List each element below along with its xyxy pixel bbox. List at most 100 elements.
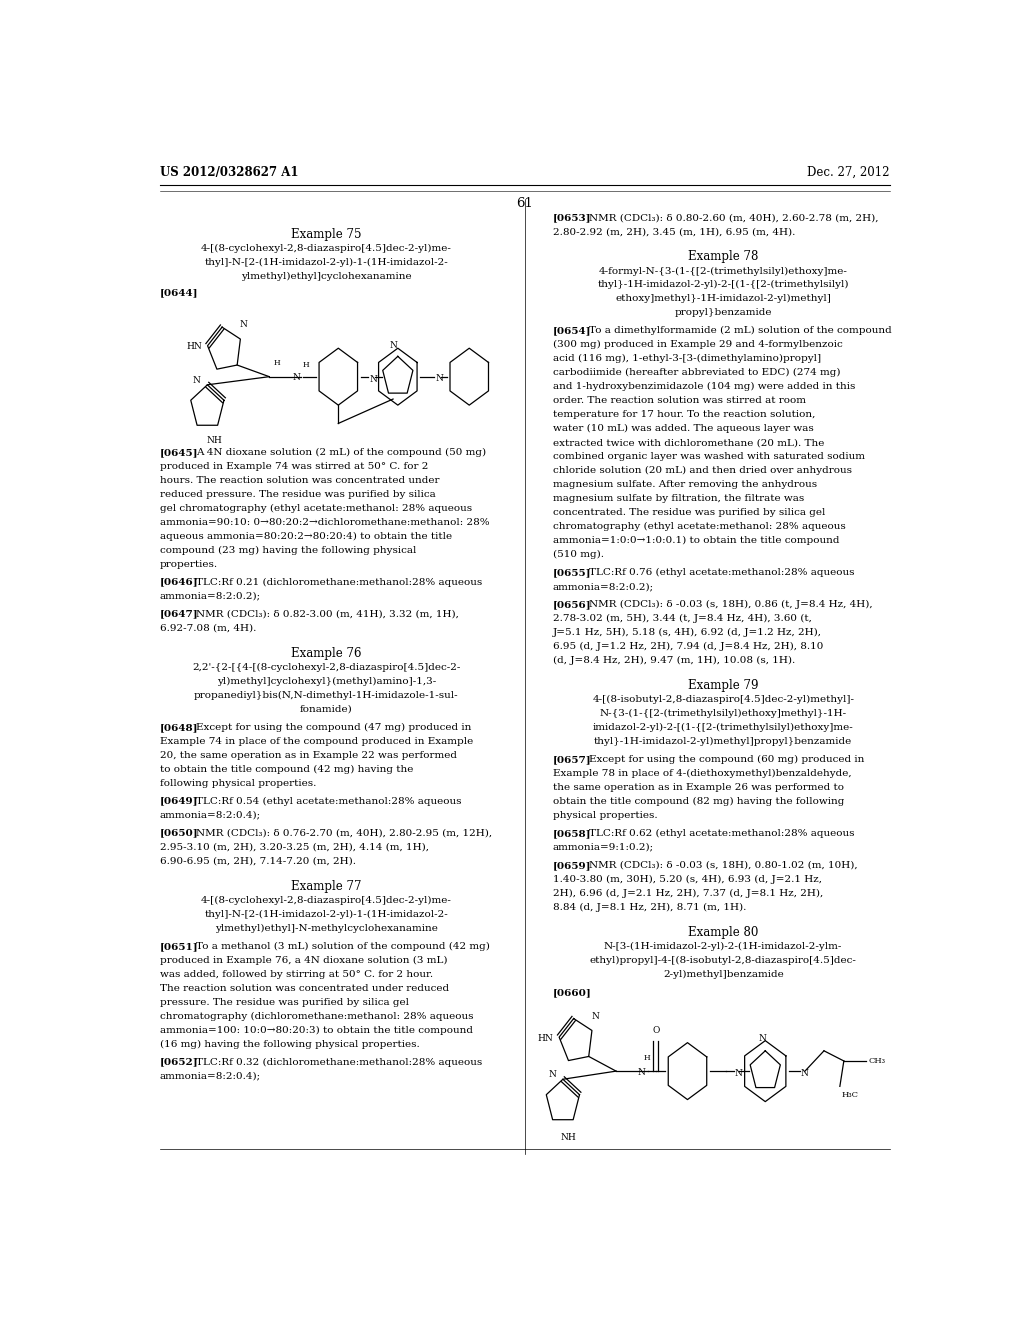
Text: N: N <box>193 376 201 385</box>
Text: ammonia=100: 10:0→80:20:3) to obtain the title compound: ammonia=100: 10:0→80:20:3) to obtain the… <box>160 1026 473 1035</box>
Text: HN: HN <box>537 1034 553 1043</box>
Text: [0644]: [0644] <box>160 289 199 297</box>
Text: NH: NH <box>207 436 222 445</box>
Text: ammonia=90:10: 0→80:20:2→dichloromethane:methanol: 28%: ammonia=90:10: 0→80:20:2→dichloromethane… <box>160 517 489 527</box>
Text: temperature for 17 hour. To the reaction solution,: temperature for 17 hour. To the reaction… <box>553 411 815 420</box>
Text: 6.92-7.08 (m, 4H).: 6.92-7.08 (m, 4H). <box>160 623 256 632</box>
Text: ammonia=8:2:0.2);: ammonia=8:2:0.2); <box>160 591 261 601</box>
Text: 4-[(8-cyclohexyl-2,8-diazaspiro[4.5]dec-2-yl)me-: 4-[(8-cyclohexyl-2,8-diazaspiro[4.5]dec-… <box>201 896 452 906</box>
Text: ethyl)propyl]-4-[(8-isobutyl-2,8-diazaspiro[4.5]dec-: ethyl)propyl]-4-[(8-isobutyl-2,8-diazasp… <box>590 956 857 965</box>
Text: Example 78: Example 78 <box>688 251 759 264</box>
Text: N-[3-(1H-imidazol-2-yl)-2-(1H-imidazol-2-ylm-: N-[3-(1H-imidazol-2-yl)-2-(1H-imidazol-2… <box>604 942 843 952</box>
Text: extracted twice with dichloromethane (20 mL). The: extracted twice with dichloromethane (20… <box>553 438 824 447</box>
Text: N: N <box>591 1011 599 1020</box>
Text: compound (23 mg) having the following physical: compound (23 mg) having the following ph… <box>160 545 416 554</box>
Text: acid (116 mg), 1-ethyl-3-[3-(dimethylamino)propyl]: acid (116 mg), 1-ethyl-3-[3-(dimethylami… <box>553 354 820 363</box>
Text: Example 76: Example 76 <box>291 647 361 660</box>
Text: produced in Example 76, a 4N dioxane solution (3 mL): produced in Example 76, a 4N dioxane sol… <box>160 956 447 965</box>
Text: Except for using the compound (47 mg) produced in: Except for using the compound (47 mg) pr… <box>197 723 472 731</box>
Text: [0657]: [0657] <box>553 755 591 764</box>
Text: properties.: properties. <box>160 560 218 569</box>
Text: Example 77: Example 77 <box>291 880 361 892</box>
Text: produced in Example 74 was stirred at 50° C. for 2: produced in Example 74 was stirred at 50… <box>160 462 428 471</box>
Text: ylmethyl)ethyl]-N-methylcyclohexanamine: ylmethyl)ethyl]-N-methylcyclohexanamine <box>215 924 438 933</box>
Text: propanediyl}bis(N,N-dimethyl-1H-imidazole-1-sul-: propanediyl}bis(N,N-dimethyl-1H-imidazol… <box>195 690 459 700</box>
Text: combined organic layer was washed with saturated sodium: combined organic layer was washed with s… <box>553 453 864 461</box>
Text: Example 74 in place of the compound produced in Example: Example 74 in place of the compound prod… <box>160 737 473 746</box>
Text: [0659]: [0659] <box>553 861 591 870</box>
Text: N: N <box>759 1034 767 1043</box>
Text: NMR (CDCl₃): δ 0.76-2.70 (m, 40H), 2.80-2.95 (m, 12H),: NMR (CDCl₃): δ 0.76-2.70 (m, 40H), 2.80-… <box>197 829 493 838</box>
Text: H: H <box>644 1053 650 1063</box>
Text: thyl]-N-[2-(1H-imidazol-2-yl)-1-(1H-imidazol-2-: thyl]-N-[2-(1H-imidazol-2-yl)-1-(1H-imid… <box>205 257 449 267</box>
Text: [0648]: [0648] <box>160 723 199 731</box>
Text: 2,2'-{2-[{4-[(8-cyclohexyl-2,8-diazaspiro[4.5]dec-2-: 2,2'-{2-[{4-[(8-cyclohexyl-2,8-diazaspir… <box>193 663 461 672</box>
Text: H: H <box>303 360 309 368</box>
Text: TLC:Rf 0.76 (ethyl acetate:methanol:28% aqueous: TLC:Rf 0.76 (ethyl acetate:methanol:28% … <box>589 568 855 577</box>
Text: ethoxy]methyl}-1H-imidazol-2-yl)methyl]: ethoxy]methyl}-1H-imidazol-2-yl)methyl] <box>615 294 831 304</box>
Text: 8.84 (d, J=8.1 Hz, 2H), 8.71 (m, 1H).: 8.84 (d, J=8.1 Hz, 2H), 8.71 (m, 1H). <box>553 903 745 912</box>
Text: propyl}benzamide: propyl}benzamide <box>675 309 772 317</box>
Text: N: N <box>390 342 397 350</box>
Text: The reaction solution was concentrated under reduced: The reaction solution was concentrated u… <box>160 983 449 993</box>
Text: 2.95-3.10 (m, 2H), 3.20-3.25 (m, 2H), 4.14 (m, 1H),: 2.95-3.10 (m, 2H), 3.20-3.25 (m, 2H), 4.… <box>160 842 429 851</box>
Text: NMR (CDCl₃): δ -0.03 (s, 18H), 0.86 (t, J=8.4 Hz, 4H),: NMR (CDCl₃): δ -0.03 (s, 18H), 0.86 (t, … <box>589 601 872 609</box>
Text: NH: NH <box>560 1133 577 1142</box>
Text: (510 mg).: (510 mg). <box>553 550 603 560</box>
Text: To a dimethylformamide (2 mL) solution of the compound: To a dimethylformamide (2 mL) solution o… <box>589 326 892 335</box>
Text: ammonia=8:2:0.2);: ammonia=8:2:0.2); <box>553 582 653 591</box>
Text: [0654]: [0654] <box>553 326 591 335</box>
Text: Example 79: Example 79 <box>688 678 759 692</box>
Text: carbodiimide (hereafter abbreviated to EDC) (274 mg): carbodiimide (hereafter abbreviated to E… <box>553 368 840 378</box>
Text: (300 mg) produced in Example 29 and 4-formylbenzoic: (300 mg) produced in Example 29 and 4-fo… <box>553 341 843 350</box>
Text: pressure. The residue was purified by silica gel: pressure. The residue was purified by si… <box>160 998 409 1007</box>
Text: to obtain the title compound (42 mg) having the: to obtain the title compound (42 mg) hav… <box>160 764 413 774</box>
Text: TLC:Rf 0.21 (dichloromethane:methanol:28% aqueous: TLC:Rf 0.21 (dichloromethane:methanol:28… <box>197 578 482 587</box>
Text: [0656]: [0656] <box>553 601 591 609</box>
Text: 2.78-3.02 (m, 5H), 3.44 (t, J=8.4 Hz, 4H), 3.60 (t,: 2.78-3.02 (m, 5H), 3.44 (t, J=8.4 Hz, 4H… <box>553 614 811 623</box>
Text: H: H <box>274 359 281 367</box>
Text: 2.80-2.92 (m, 2H), 3.45 (m, 1H), 6.95 (m, 4H).: 2.80-2.92 (m, 2H), 3.45 (m, 1H), 6.95 (m… <box>553 227 795 236</box>
Text: magnesium sulfate. After removing the anhydrous: magnesium sulfate. After removing the an… <box>553 480 817 490</box>
Text: and 1-hydroxybenzimidazole (104 mg) were added in this: and 1-hydroxybenzimidazole (104 mg) were… <box>553 383 855 392</box>
Text: hours. The reaction solution was concentrated under: hours. The reaction solution was concent… <box>160 475 439 484</box>
Text: ammonia=1:0:0→1:0:0.1) to obtain the title compound: ammonia=1:0:0→1:0:0.1) to obtain the tit… <box>553 536 839 545</box>
Text: 4-formyl-N-{3-(1-{[2-(trimethylsilyl)ethoxy]me-: 4-formyl-N-{3-(1-{[2-(trimethylsilyl)eth… <box>599 267 848 276</box>
Text: [0647]: [0647] <box>160 610 199 619</box>
Text: order. The reaction solution was stirred at room: order. The reaction solution was stirred… <box>553 396 806 405</box>
Text: 6.90-6.95 (m, 2H), 7.14-7.20 (m, 2H).: 6.90-6.95 (m, 2H), 7.14-7.20 (m, 2H). <box>160 857 355 866</box>
Text: TLC:Rf 0.32 (dichloromethane:methanol:28% aqueous: TLC:Rf 0.32 (dichloromethane:methanol:28… <box>197 1057 482 1067</box>
Text: chloride solution (20 mL) and then dried over anhydrous: chloride solution (20 mL) and then dried… <box>553 466 852 475</box>
Text: 2-yl)methyl]benzamide: 2-yl)methyl]benzamide <box>663 970 783 979</box>
Text: thyl}-1H-imidazol-2-yl)methyl]propyl}benzamide: thyl}-1H-imidazol-2-yl)methyl]propyl}ben… <box>594 737 852 746</box>
Text: HN: HN <box>186 342 202 351</box>
Text: gel chromatography (ethyl acetate:methanol: 28% aqueous: gel chromatography (ethyl acetate:methan… <box>160 504 472 513</box>
Text: reduced pressure. The residue was purified by silica: reduced pressure. The residue was purifi… <box>160 490 435 499</box>
Text: NMR (CDCl₃): δ 0.82-3.00 (m, 41H), 3.32 (m, 1H),: NMR (CDCl₃): δ 0.82-3.00 (m, 41H), 3.32 … <box>197 610 459 619</box>
Text: [0645]: [0645] <box>160 447 199 457</box>
Text: TLC:Rf 0.54 (ethyl acetate:methanol:28% aqueous: TLC:Rf 0.54 (ethyl acetate:methanol:28% … <box>197 797 462 805</box>
Text: was added, followed by stirring at 50° C. for 2 hour.: was added, followed by stirring at 50° C… <box>160 970 433 978</box>
Text: obtain the title compound (82 mg) having the following: obtain the title compound (82 mg) having… <box>553 797 844 807</box>
Text: N: N <box>435 374 443 383</box>
Text: To a methanol (3 mL) solution of the compound (42 mg): To a methanol (3 mL) solution of the com… <box>197 941 490 950</box>
Text: N-{3-(1-{[2-(trimethylsilyl)ethoxy]methyl}-1H-: N-{3-(1-{[2-(trimethylsilyl)ethoxy]methy… <box>600 709 847 718</box>
Text: 1.40-3.80 (m, 30H), 5.20 (s, 4H), 6.93 (d, J=2.1 Hz,: 1.40-3.80 (m, 30H), 5.20 (s, 4H), 6.93 (… <box>553 875 821 884</box>
Text: TLC:Rf 0.62 (ethyl acetate:methanol:28% aqueous: TLC:Rf 0.62 (ethyl acetate:methanol:28% … <box>589 829 855 838</box>
Text: [0646]: [0646] <box>160 578 199 586</box>
Text: chromatography (dichloromethane:methanol: 28% aqueous: chromatography (dichloromethane:methanol… <box>160 1011 473 1020</box>
Text: O: O <box>653 1026 660 1035</box>
Text: 61: 61 <box>516 197 534 210</box>
Text: N: N <box>734 1069 742 1077</box>
Text: [0649]: [0649] <box>160 797 199 805</box>
Text: the same operation as in Example 26 was performed to: the same operation as in Example 26 was … <box>553 783 844 792</box>
Text: N: N <box>292 374 300 383</box>
Text: Example 78 in place of 4-(diethoxymethyl)benzaldehyde,: Example 78 in place of 4-(diethoxymethyl… <box>553 770 851 777</box>
Text: A 4N dioxane solution (2 mL) of the compound (50 mg): A 4N dioxane solution (2 mL) of the comp… <box>197 447 486 457</box>
Text: water (10 mL) was added. The aqueous layer was: water (10 mL) was added. The aqueous lay… <box>553 424 813 433</box>
Text: N: N <box>801 1069 809 1077</box>
Text: following physical properties.: following physical properties. <box>160 779 316 788</box>
Text: N: N <box>548 1071 556 1080</box>
Text: N: N <box>240 321 248 329</box>
Text: [0655]: [0655] <box>553 568 591 577</box>
